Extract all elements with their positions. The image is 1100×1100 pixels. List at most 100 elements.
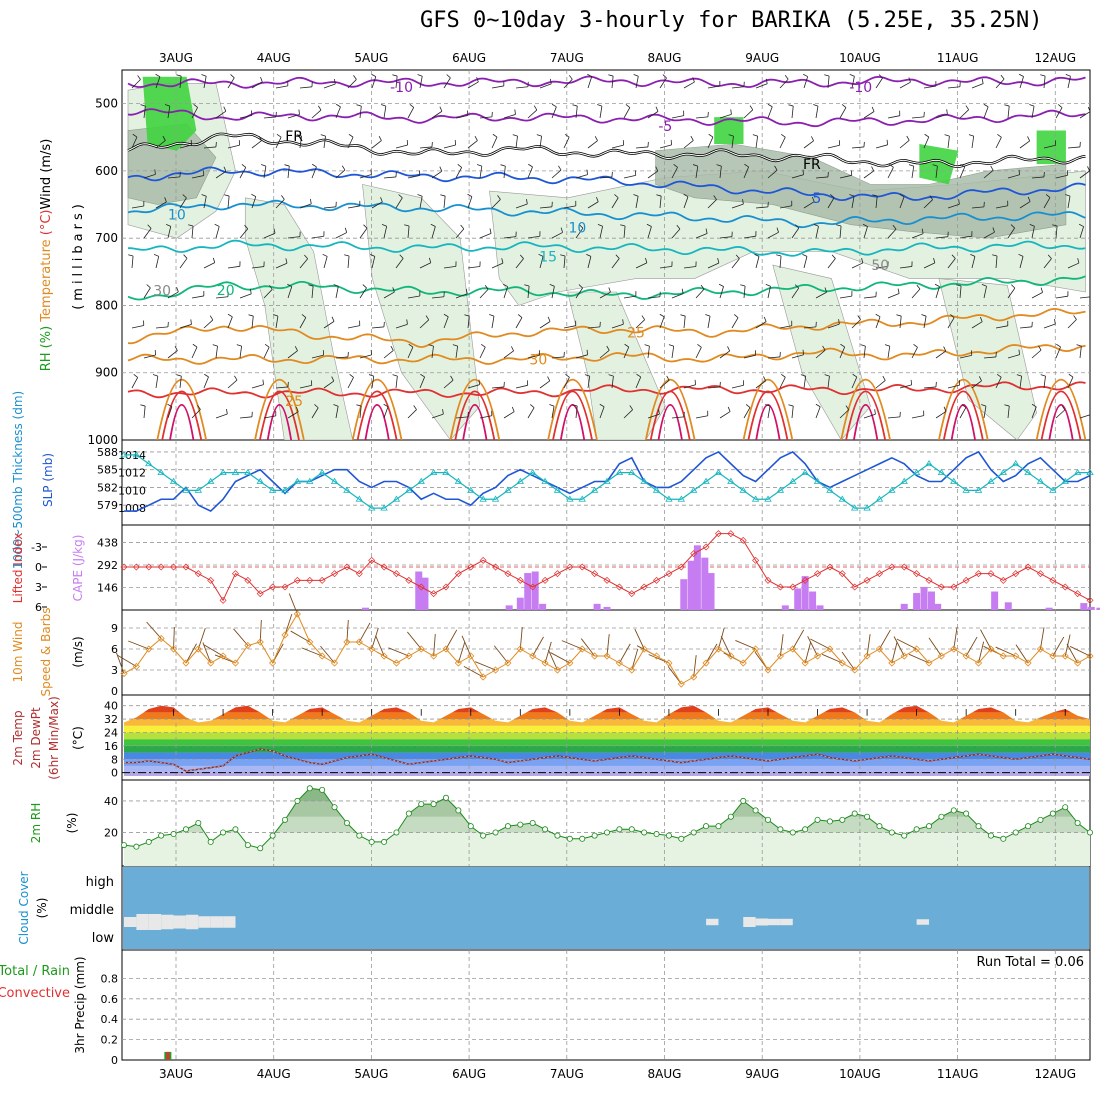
wind-barb — [539, 256, 544, 269]
wind-barb — [779, 377, 786, 389]
wind-barb-flag — [268, 285, 273, 290]
li-tick-label: 0 — [35, 561, 42, 574]
wind-barb — [455, 293, 468, 299]
temp-band — [124, 765, 1090, 773]
wind-barb-flag — [167, 403, 173, 408]
wind-barb — [179, 144, 192, 149]
slp-tick-label: 1010 — [118, 484, 146, 497]
bottom-day-label: 4AUG — [257, 1067, 291, 1081]
wind-barb — [1043, 76, 1046, 89]
wind-barb-flag — [803, 73, 808, 77]
isotherm-15 — [128, 239, 1086, 257]
wind-barb — [743, 286, 746, 299]
slp-point — [665, 495, 673, 502]
rh-shading — [244, 197, 354, 440]
wind-barb — [443, 77, 451, 89]
slp-point — [553, 486, 562, 493]
wind-barb — [995, 325, 1008, 329]
li-point — [900, 563, 908, 571]
wind-barb-flag — [1087, 106, 1090, 112]
wind-barb — [1007, 287, 1016, 299]
wind-barb-flag — [765, 284, 771, 287]
wind-barb — [1055, 295, 1068, 299]
cape-ylabel: CAPE (J/kg) — [71, 535, 85, 602]
wind-barb-flag — [845, 405, 850, 410]
wind-speed-point — [851, 666, 859, 674]
li-point — [925, 576, 933, 584]
rh-point — [566, 835, 573, 842]
wind-speed-point — [318, 652, 326, 660]
isotherm-10 — [127, 199, 1086, 229]
isotherm-low — [127, 381, 1086, 399]
wind-barb-flag — [956, 284, 962, 287]
wind-speed-point — [863, 652, 871, 660]
wind-barb-flag — [788, 104, 794, 107]
li-point — [875, 570, 883, 578]
wind-barb — [445, 629, 458, 650]
wind-barb-flag — [587, 73, 592, 77]
wind-speed-point — [380, 652, 388, 660]
wind-barb-flag — [201, 194, 207, 197]
wind-barb — [635, 262, 648, 269]
cloud-cell — [223, 916, 236, 928]
li-point — [1024, 563, 1032, 571]
contour-label: 10 — [168, 208, 186, 224]
wind-barb-flag — [838, 319, 840, 325]
wind-barb — [980, 629, 992, 650]
wind-barb — [810, 638, 831, 650]
wind-speed-point — [603, 652, 611, 660]
wind-barb-flag — [296, 406, 299, 412]
wind-barb — [359, 106, 362, 119]
cape-bar — [1080, 603, 1088, 610]
wind-barb — [371, 256, 376, 269]
wind-tick-label: 3 — [111, 664, 118, 677]
rh-point — [319, 786, 326, 793]
wind-barb — [707, 85, 720, 89]
wind-barb — [928, 637, 942, 657]
precip-ylabel: 3hr Precip (mm) — [73, 956, 87, 1053]
rh-point — [430, 801, 437, 808]
wind-barb — [359, 354, 372, 359]
wind-barb — [731, 86, 744, 89]
rh-point — [442, 794, 449, 801]
wind-speed-point — [293, 610, 301, 618]
wind-barb-flag — [884, 344, 890, 347]
slp-point — [231, 468, 240, 476]
wind-barb-flag — [368, 374, 374, 377]
wind-barb-flag — [716, 164, 722, 167]
wind-barb — [911, 233, 924, 239]
wind-speed-point — [182, 659, 190, 667]
bottom-day-label: 7AUG — [550, 1067, 584, 1081]
wind-barb-flag — [978, 376, 982, 381]
thickness-tick-label: 579 — [97, 499, 118, 512]
wind-barb — [815, 406, 821, 419]
li-point — [653, 576, 661, 584]
wind-barb — [214, 654, 236, 664]
wind-speed-point — [157, 634, 165, 643]
rh-point — [616, 826, 623, 833]
wind-barb — [431, 170, 443, 179]
chart-title: GFS 0~10day 3-hourly for BARIKA (5.25E, … — [420, 8, 1043, 33]
li-point — [727, 530, 735, 538]
wind-barb — [227, 316, 233, 329]
wind-speed-point — [529, 652, 537, 660]
wind-barb — [611, 376, 614, 389]
rh-shading-saturated — [142, 76, 197, 151]
wind-tick-label: 9 — [111, 622, 118, 635]
wind-barb — [239, 416, 252, 419]
wind-barb-flag — [248, 314, 254, 317]
rh-point — [665, 832, 672, 839]
wind-barb — [695, 415, 708, 419]
wind-barb — [287, 286, 293, 299]
wind-barb-flag — [176, 287, 179, 293]
wind-barb — [851, 146, 864, 149]
wind-barb-flag — [565, 373, 570, 378]
wind-barb — [1019, 201, 1031, 209]
wind-barb-flag — [836, 224, 842, 227]
wind-speed-point — [776, 652, 784, 660]
wind-speed-point — [727, 652, 735, 660]
wind-barb-flag — [406, 319, 408, 325]
rh-point — [121, 842, 128, 849]
wind-barb — [792, 629, 805, 650]
wind-barb-flag — [146, 284, 151, 289]
